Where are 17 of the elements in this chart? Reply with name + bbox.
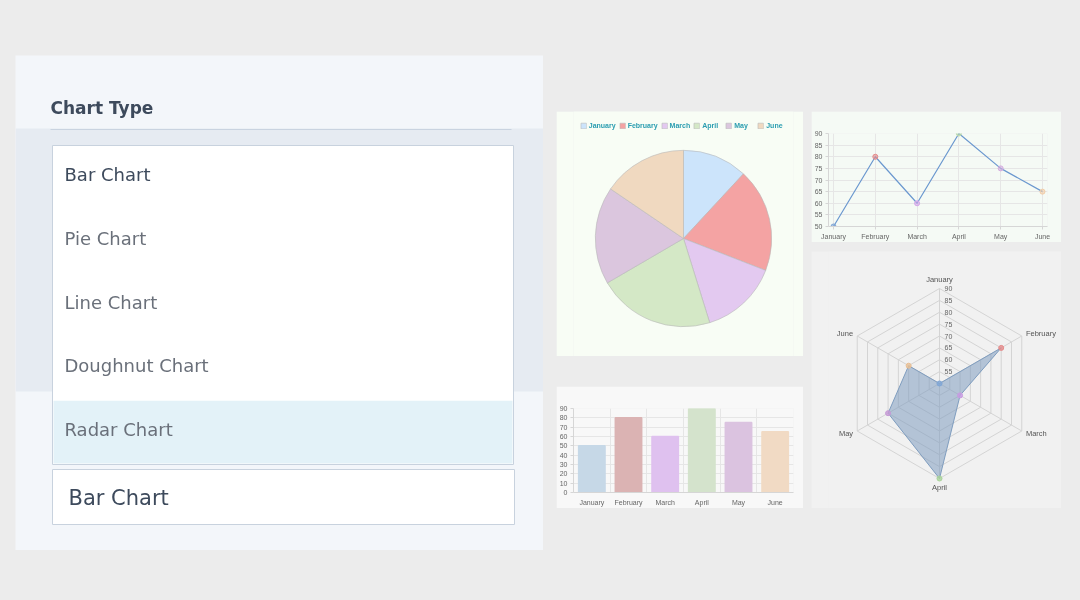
text: Doughnut Chart: [64, 355, 209, 377]
bar: [724, 421, 753, 493]
text: Chart Type: [50, 97, 154, 118]
bar: [761, 431, 790, 493]
point: [872, 153, 879, 160]
bar: [651, 435, 680, 493]
point: [1039, 188, 1046, 195]
bar: [687, 408, 716, 493]
point: [997, 165, 1004, 172]
bar: [614, 417, 643, 493]
bar: [577, 445, 606, 493]
text: Pie Chart: [64, 227, 147, 249]
text: Bar Chart: [68, 485, 169, 510]
point: [914, 200, 921, 207]
text: Bar Chart: [64, 164, 151, 185]
text: Radar Chart: [64, 419, 173, 441]
text: Line Chart: [64, 291, 158, 313]
